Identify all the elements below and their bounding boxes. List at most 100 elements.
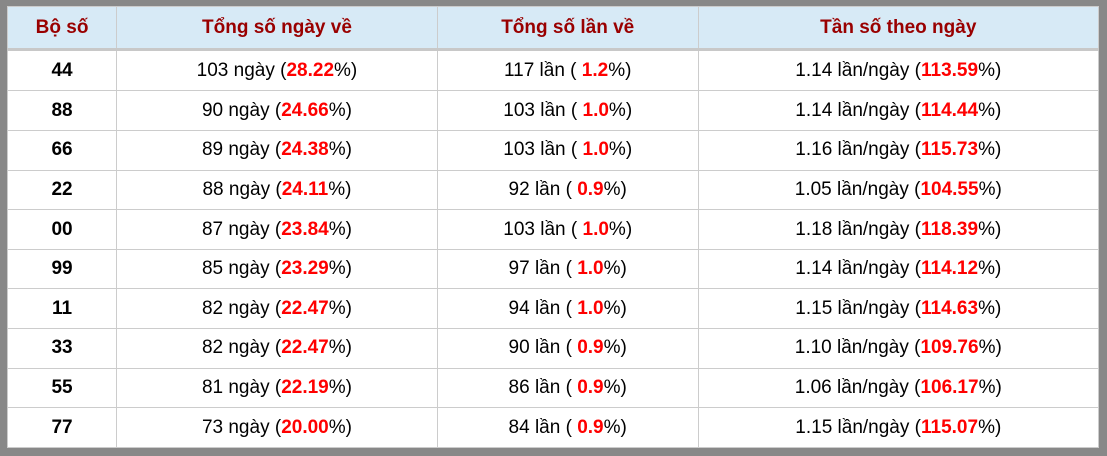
times-cell: 117 lần ( 1.2%) — [436, 48, 699, 92]
frequency-suffix: %) — [978, 59, 1002, 81]
days-cell: 87 ngày (23.84%) — [116, 209, 438, 250]
frequency-percent: 115.07 — [920, 416, 979, 438]
frequency-suffix: %) — [978, 218, 1002, 240]
table-row: 22 88 ngày (24.11%) 92 lần ( 0.9%) 1.05 … — [6, 169, 1100, 211]
frequency-percent: 115.73 — [920, 139, 979, 161]
frequency-percent: 104.55 — [920, 178, 979, 200]
times-percent: 0.9 — [577, 178, 604, 200]
times-percent: 0.9 — [577, 377, 604, 399]
days-suffix: %) — [328, 416, 352, 438]
days-text: 88 ngày ( — [202, 178, 282, 200]
frequency-cell: 1.15 lần/ngày (115.07%) — [697, 407, 1100, 448]
days-cell: 81 ngày (22.19%) — [116, 367, 438, 409]
frequency-percent: 114.12 — [920, 258, 979, 280]
days-suffix: %) — [328, 99, 352, 121]
frequency-cell: 1.15 lần/ngày (114.63%) — [697, 288, 1100, 330]
frequency-percent: 113.59 — [920, 59, 979, 81]
header-frequency-per-day: Tần số theo ngày — [697, 6, 1100, 51]
frequency-text: 1.15 lần/ngày ( — [795, 416, 921, 438]
days-suffix: %) — [328, 178, 352, 200]
pair-value: 44 — [6, 48, 118, 92]
times-percent: 1.0 — [577, 297, 604, 319]
header-row: Bộ số Tổng số ngày về Tổng số lần về Tần… — [6, 6, 1100, 51]
header-total-times: Tổng số lần về — [436, 6, 699, 51]
pair-value: 22 — [6, 169, 118, 211]
days-percent: 22.47 — [281, 297, 329, 319]
frequency-suffix: %) — [978, 258, 1002, 280]
pair-value: 77 — [6, 407, 118, 448]
days-cell: 88 ngày (24.11%) — [116, 169, 438, 211]
days-text: 87 ngày ( — [201, 218, 282, 240]
frequency-percent: 114.44 — [920, 99, 979, 121]
times-text: 86 lần ( — [508, 377, 578, 399]
times-text: 103 lần ( — [503, 99, 583, 121]
days-suffix: %) — [334, 59, 358, 81]
times-cell: 103 lần ( 1.0%) — [436, 209, 699, 250]
times-suffix: %) — [608, 99, 633, 121]
times-text: 94 lần ( — [508, 297, 578, 319]
times-cell: 84 lần ( 0.9%) — [436, 407, 699, 448]
times-suffix: %) — [603, 337, 627, 359]
pair-value: 55 — [6, 367, 118, 409]
days-percent: 28.22 — [286, 59, 335, 81]
times-suffix: %) — [603, 416, 627, 438]
pair-value: 11 — [6, 288, 118, 330]
days-percent: 22.47 — [281, 337, 329, 359]
days-cell: 103 ngày (28.22%) — [116, 48, 438, 92]
table-row: 88 90 ngày (24.66%) 103 lần ( 1.0%) 1.14… — [6, 90, 1100, 131]
frequency-cell: 1.06 lần/ngày (106.17%) — [697, 367, 1100, 409]
table-row: 99 85 ngày (23.29%) 97 lần ( 1.0%) 1.14 … — [6, 248, 1100, 290]
times-percent: 1.0 — [582, 139, 609, 161]
frequency-text: 1.10 lần/ngày ( — [794, 337, 921, 359]
days-suffix: %) — [328, 297, 352, 319]
frequency-suffix: %) — [978, 178, 1002, 200]
table-row: 00 87 ngày (23.84%) 103 lần ( 1.0%) 1.18… — [6, 209, 1100, 250]
times-percent: 1.0 — [582, 218, 609, 240]
pair-value: 33 — [6, 328, 118, 369]
times-text: 103 lần ( — [503, 218, 583, 240]
times-text: 84 lần ( — [508, 416, 578, 438]
times-text: 90 lần ( — [508, 337, 578, 359]
days-suffix: %) — [328, 337, 352, 359]
days-percent: 23.84 — [281, 218, 329, 240]
days-suffix: %) — [328, 218, 352, 240]
frequency-cell: 1.14 lần/ngày (114.12%) — [697, 248, 1100, 290]
frequency-cell: 1.05 lần/ngày (104.55%) — [697, 169, 1100, 211]
days-cell: 82 ngày (22.47%) — [116, 328, 438, 369]
times-cell: 86 lần ( 0.9%) — [436, 367, 699, 409]
times-suffix: %) — [603, 178, 627, 200]
days-percent: 22.19 — [281, 377, 329, 399]
header-total-days: Tổng số ngày về — [116, 6, 438, 51]
days-cell: 82 ngày (22.47%) — [116, 288, 438, 330]
times-suffix: %) — [608, 59, 632, 81]
frequency-cell: 1.18 lần/ngày (118.39%) — [697, 209, 1100, 250]
frequency-suffix: %) — [978, 139, 1002, 161]
frequency-text: 1.14 lần/ngày ( — [795, 258, 921, 280]
frequency-text: 1.14 lần/ngày ( — [795, 99, 921, 121]
days-percent: 20.00 — [281, 416, 329, 438]
days-text: 73 ngày ( — [201, 416, 282, 438]
table-row: 66 89 ngày (24.38%) 103 lần ( 1.0%) 1.16… — [6, 129, 1100, 171]
frequency-suffix: %) — [978, 297, 1002, 319]
days-text: 85 ngày ( — [201, 258, 282, 280]
table-row: 55 81 ngày (22.19%) 86 lần ( 0.9%) 1.06 … — [6, 367, 1100, 409]
times-percent: 1.2 — [581, 59, 609, 81]
times-percent: 1.0 — [582, 99, 609, 121]
frequency-cell: 1.14 lần/ngày (114.44%) — [697, 90, 1100, 131]
days-cell: 85 ngày (23.29%) — [116, 248, 438, 290]
frequency-text: 1.06 lần/ngày ( — [794, 377, 921, 399]
times-suffix: %) — [603, 297, 627, 319]
days-text: 82 ngày ( — [201, 297, 282, 319]
table-body: 44 103 ngày (28.22%) 117 lần ( 1.2%) 1.1… — [6, 48, 1100, 448]
times-text: 103 lần ( — [503, 139, 583, 161]
table-row: 33 82 ngày (22.47%) 90 lần ( 0.9%) 1.10 … — [6, 328, 1100, 369]
lottery-pair-stats-table: Bộ số Tổng số ngày về Tổng số lần về Tần… — [6, 6, 1100, 448]
days-text: 90 ngày ( — [201, 99, 282, 121]
frequency-suffix: %) — [978, 377, 1002, 399]
frequency-percent: 106.17 — [920, 377, 979, 399]
days-cell: 73 ngày (20.00%) — [116, 407, 438, 448]
times-cell: 90 lần ( 0.9%) — [436, 328, 699, 369]
frequency-text: 1.15 lần/ngày ( — [795, 297, 921, 319]
times-percent: 0.9 — [577, 416, 604, 438]
